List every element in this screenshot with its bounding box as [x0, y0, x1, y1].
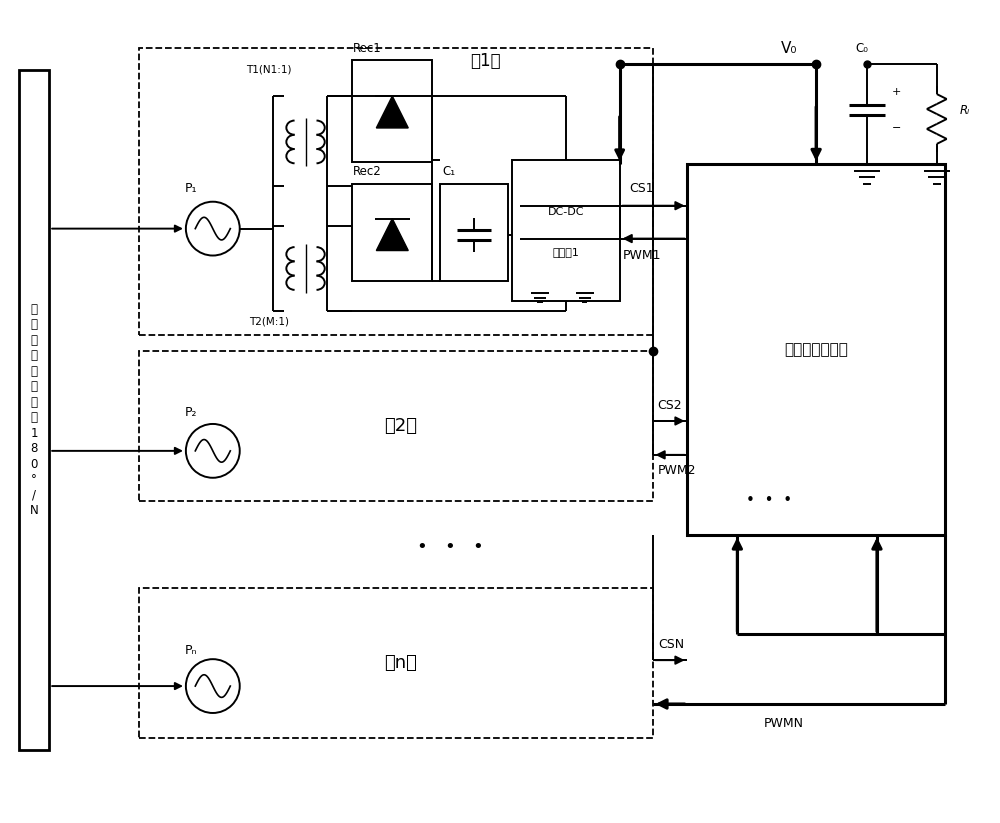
Text: 第2相: 第2相 [384, 417, 417, 435]
Bar [139, 588, 653, 738]
Text: PWM1: PWM1 [622, 249, 661, 262]
Text: Rₗ: Rₗ [960, 104, 970, 117]
Circle shape [186, 659, 240, 713]
Text: CS1: CS1 [629, 182, 654, 195]
Text: T2(M:1): T2(M:1) [249, 316, 289, 326]
Text: V₀: V₀ [781, 40, 797, 56]
Bar [440, 184, 508, 281]
Text: C₀: C₀ [856, 42, 868, 55]
Bar [352, 184, 432, 281]
Text: T1(N1:1): T1(N1:1) [246, 64, 291, 74]
Text: Pₙ: Pₙ [184, 644, 197, 657]
Text: CSN: CSN [658, 638, 685, 651]
Text: P₂: P₂ [184, 407, 197, 420]
Text: DC-DC: DC-DC [548, 207, 584, 216]
Text: −: − [892, 123, 902, 133]
Bar [352, 60, 432, 162]
Bar [512, 160, 620, 301]
Text: •  •  •: • • • [746, 493, 792, 508]
Text: +: + [892, 87, 902, 97]
Text: P₁: P₁ [184, 182, 197, 195]
Bar [139, 351, 653, 500]
Bar [19, 70, 49, 750]
Circle shape [186, 424, 240, 478]
Polygon shape [376, 219, 408, 250]
Text: •   •   •: • • • [417, 537, 484, 556]
Text: CS2: CS2 [658, 398, 682, 412]
Text: PWMN: PWMN [764, 718, 804, 731]
Text: 移
相
控
制
，
相
位
差
1
8
0
°
/
N: 移 相 控 制 ， 相 位 差 1 8 0 ° / N [30, 303, 39, 517]
Text: 输出均流控制器: 输出均流控制器 [784, 342, 848, 356]
Text: Rec1: Rec1 [352, 42, 381, 55]
Circle shape [186, 202, 240, 255]
Text: 第n相: 第n相 [384, 654, 417, 672]
Bar [687, 164, 945, 535]
Text: C₁: C₁ [442, 165, 455, 179]
Text: 第1相: 第1相 [470, 52, 500, 70]
Bar [139, 49, 653, 335]
Text: Rec2: Rec2 [352, 165, 381, 179]
Text: 变换器1: 变换器1 [552, 247, 579, 257]
Polygon shape [376, 96, 408, 128]
Text: PWM2: PWM2 [658, 464, 696, 477]
